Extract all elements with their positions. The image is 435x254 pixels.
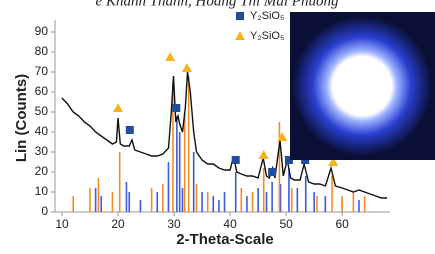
y-tick-label: 20 [35, 164, 49, 178]
x-tick-label: 40 [223, 217, 237, 231]
x-tick-label: 50 [279, 217, 293, 231]
marker-square [268, 168, 276, 176]
y-tick-label: 80 [35, 44, 49, 58]
marker-triangle [165, 52, 175, 61]
y-tick-label: 70 [35, 64, 49, 78]
marker-triangle [182, 63, 192, 72]
y-axis-label: Lin (Counts) [13, 74, 30, 162]
marker-square [172, 104, 180, 112]
figure: e Khanh Thanh, Hoang Thi Mai Phuong Lin … [0, 0, 435, 254]
x-tick-label: 10 [55, 217, 69, 231]
marker-square [232, 156, 240, 164]
marker-square [126, 126, 134, 134]
marker-triangle [235, 31, 245, 40]
x-tick-label: 30 [167, 217, 181, 231]
inset-glow [292, 16, 432, 156]
inset-photo [290, 12, 435, 160]
y-tick-label: 40 [35, 124, 49, 138]
y-tick-label: 0 [41, 204, 48, 218]
x-tick-label: 20 [111, 217, 125, 231]
y-tick-label: 60 [35, 84, 49, 98]
legend-label: Y₂SiO₅ [250, 30, 284, 42]
x-tick-label: 60 [335, 217, 349, 231]
y-tick-label: 90 [35, 24, 49, 38]
marker-square [236, 12, 244, 20]
x-axis-label: 2-Theta-Scale [176, 231, 274, 248]
y-tick-label: 10 [35, 184, 49, 198]
y-tick-label: 50 [35, 104, 49, 118]
legend: Y₂SiO₅ Y₂SiO₅ [235, 10, 284, 42]
header-text: e Khanh Thanh, Hoang Thi Mai Phuong [96, 0, 339, 9]
y-tick-label: 30 [35, 144, 49, 158]
legend-label: Y₂SiO₅ [250, 10, 284, 22]
marker-triangle [113, 103, 123, 112]
marker-triangle [259, 150, 269, 159]
